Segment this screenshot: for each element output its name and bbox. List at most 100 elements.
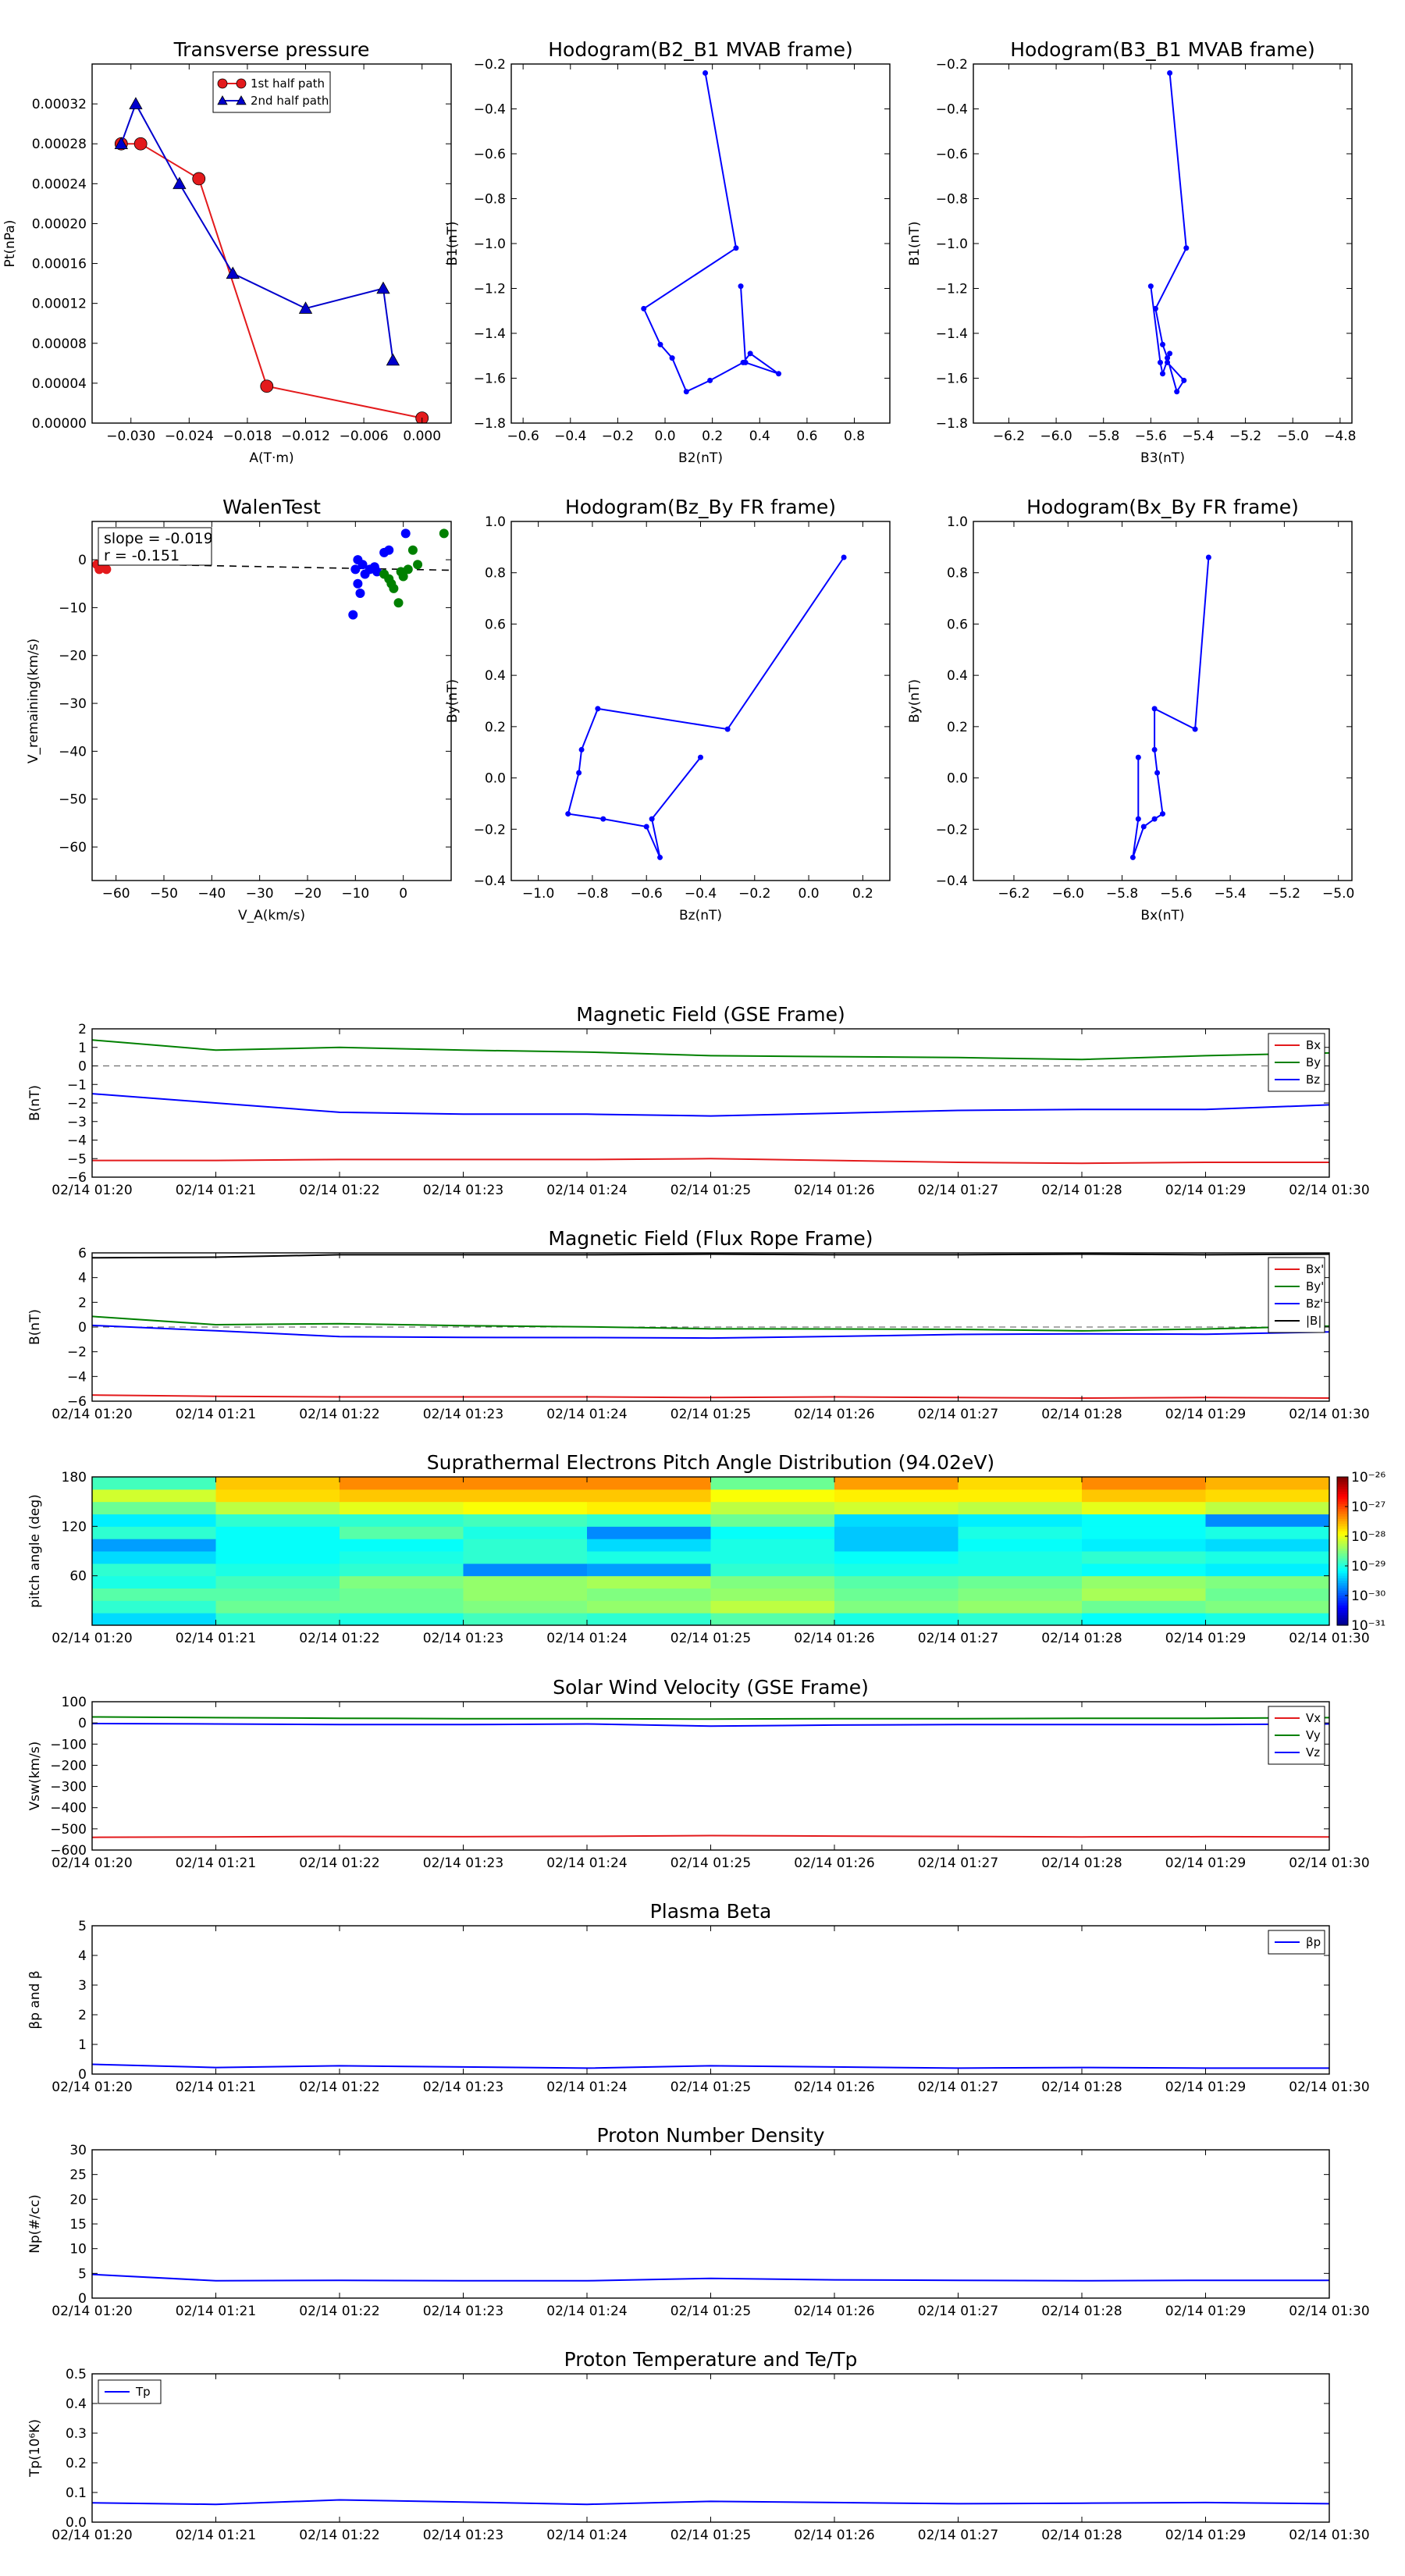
t2-ytick-label: 4	[78, 1271, 87, 1286]
t1-xtick-label: 02/14 01:30	[1289, 1183, 1369, 1198]
t3-cell	[587, 1477, 711, 1490]
t7-xtick-label: 02/14 01:24	[546, 2528, 627, 2543]
p3-ytick-label: −1.4	[936, 326, 968, 342]
p6-xtick-label: −6.0	[1052, 886, 1084, 902]
p4-xlabel: V_A(km/s)	[238, 908, 305, 923]
p1-point	[129, 97, 143, 109]
p6-point	[1151, 746, 1158, 753]
t3-ytick-label: 120	[62, 1519, 87, 1535]
t5-xtick-label: 02/14 01:26	[794, 2080, 874, 2095]
t7-xtick-label: 02/14 01:28	[1041, 2528, 1122, 2543]
p4-point	[353, 555, 363, 565]
p1-ytick-label: 0.00000	[32, 416, 87, 432]
p6-xtick-label: −5.6	[1160, 886, 1192, 902]
p2-point	[747, 350, 753, 357]
t3-cell	[834, 1501, 959, 1514]
p2-xtick-label: 0.0	[655, 429, 676, 444]
t3-cell	[587, 1514, 711, 1527]
p2-xtick-label: 0.2	[702, 429, 723, 444]
t1-ytick-label: −2	[67, 1096, 87, 1112]
t4-xtick-label: 02/14 01:20	[52, 1856, 132, 1871]
p2-point	[733, 245, 739, 251]
t6-ytick-label: 0	[78, 2291, 87, 2307]
t3-cell	[340, 1563, 464, 1577]
t7-ytick-label: 0.0	[66, 2515, 87, 2531]
t3-cell	[958, 1514, 1083, 1527]
p1-xtick-label: −0.024	[165, 429, 214, 444]
p4-xtick-label: −50	[150, 886, 178, 902]
t6-series-line-0	[92, 2273, 1329, 2282]
t3-colorbar-segment	[1337, 1553, 1348, 1557]
t3-cell	[92, 1477, 216, 1490]
t4-series-line-2	[92, 1723, 1329, 1727]
p5-ytick-label: 0.4	[485, 668, 506, 684]
p5-ytick-label: 1.0	[485, 514, 506, 530]
p2-title: Hodogram(B2_B1 MVAB frame)	[548, 38, 853, 61]
t3-cell	[958, 1489, 1083, 1503]
t3-cell	[834, 1563, 959, 1577]
t3-cell	[958, 1588, 1083, 1601]
t7-xtick-label: 02/14 01:23	[423, 2528, 503, 2543]
p4-point	[403, 564, 413, 575]
t6-ytick-label: 10	[69, 2242, 87, 2258]
p1-legend-marker	[217, 78, 228, 89]
p1-xtick-label: −0.018	[222, 429, 272, 444]
t3-cell	[710, 1588, 835, 1601]
t5-legend-label: βp	[1306, 1935, 1321, 1949]
t2-title: Magnetic Field (Flux Rope Frame)	[548, 1227, 873, 1250]
p3-ytick-label: −0.2	[936, 57, 968, 73]
p3-xtick-label: −4.8	[1324, 429, 1356, 444]
p5-xtick-label: −0.8	[576, 886, 608, 902]
t3-cell	[215, 1539, 340, 1552]
t3-cell	[1205, 1501, 1329, 1514]
t5-xtick-label: 02/14 01:24	[546, 2080, 627, 2095]
t3-cell	[710, 1489, 835, 1503]
p5-point	[724, 726, 731, 732]
p5-point	[578, 746, 585, 753]
t1-xtick-label: 02/14 01:29	[1165, 1183, 1246, 1198]
t3-cell	[710, 1600, 835, 1614]
t3-colorbar-segment	[1337, 1571, 1348, 1574]
p1-ytick-label: 0.00032	[32, 97, 87, 112]
p4-ytick-label: −60	[59, 840, 87, 856]
t7-frame	[91, 2373, 1330, 2523]
p4-xtick-label: −40	[197, 886, 226, 902]
t3-colorbar-segment	[1337, 1526, 1348, 1530]
t2-xtick-label: 02/14 01:20	[52, 1407, 132, 1422]
t3-cell	[340, 1477, 464, 1490]
p5-xtick-label: −1.0	[522, 886, 554, 902]
p5-frame	[510, 521, 891, 881]
t1-xtick-label: 02/14 01:25	[670, 1183, 751, 1198]
p1-xtick-label: −0.006	[340, 429, 389, 444]
t7-xtick-label: 02/14 01:27	[918, 2528, 998, 2543]
t3-colorbar-segment	[1337, 1596, 1348, 1599]
t3-cell	[958, 1563, 1083, 1577]
t3-cell	[834, 1613, 959, 1625]
t3-colorbar-segment	[1337, 1575, 1348, 1579]
t3-cell	[215, 1588, 340, 1601]
p5-xlabel: Bz(nT)	[679, 908, 722, 923]
t3-colorbar-segment	[1337, 1546, 1348, 1550]
t3-cell	[834, 1477, 959, 1490]
t3-colorbar-segment	[1337, 1598, 1348, 1601]
p4-point	[353, 578, 363, 589]
t2-xtick-label: 02/14 01:21	[176, 1407, 256, 1422]
p1-xtick-label: −0.030	[106, 429, 155, 444]
t3-cell	[710, 1551, 835, 1564]
t3-colorbar-segment	[1337, 1573, 1348, 1577]
p1-ytick-label: 0.00028	[32, 137, 87, 152]
p1-point	[173, 176, 187, 190]
p5-xtick-label: −0.4	[685, 886, 717, 902]
t4-ytick-label: −600	[50, 1843, 87, 1859]
p2-frame	[510, 63, 891, 424]
t3-cell	[710, 1563, 835, 1577]
p6-point	[1151, 706, 1158, 712]
t3-cell	[340, 1551, 464, 1564]
t1-xtick-label: 02/14 01:24	[546, 1183, 627, 1198]
p5-series-line-0	[567, 557, 845, 858]
p6-ytick-label: −0.2	[936, 822, 968, 838]
p5-ylabel: By(nT)	[445, 679, 461, 723]
t2-xtick-label: 02/14 01:25	[670, 1407, 751, 1422]
t4-ytick-label: −400	[50, 1801, 87, 1816]
t3-colorbar-segment	[1337, 1518, 1348, 1522]
